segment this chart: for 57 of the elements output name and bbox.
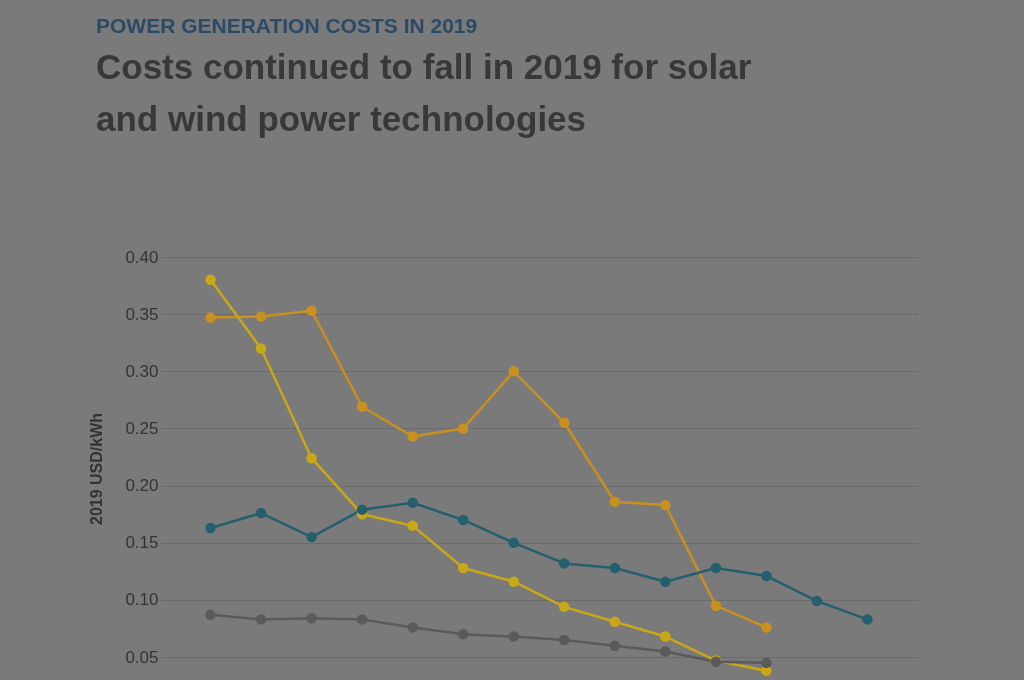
point (508, 366, 519, 377)
point (559, 558, 570, 569)
point (862, 614, 873, 625)
point (356, 614, 368, 625)
point (660, 499, 671, 511)
point (609, 640, 621, 651)
y-tick-label: 0.10 (125, 590, 159, 610)
point (609, 496, 621, 507)
point (306, 531, 317, 543)
point (457, 562, 469, 574)
y-tick-label: 0.20 (125, 476, 159, 496)
point (710, 562, 722, 574)
point (356, 401, 368, 412)
point (660, 631, 671, 642)
point (457, 423, 469, 434)
point (306, 452, 317, 464)
point (609, 562, 621, 574)
point (559, 601, 570, 613)
point (559, 634, 570, 646)
point (457, 514, 469, 526)
point (407, 431, 418, 442)
point (609, 616, 621, 627)
point (457, 629, 469, 640)
point (255, 311, 267, 322)
point (811, 595, 823, 607)
y-tick-label: 0.05 (125, 647, 159, 667)
point (356, 504, 368, 515)
point (407, 497, 418, 509)
point (205, 312, 216, 323)
y-tick-label: 0.40 (125, 247, 159, 267)
point (407, 622, 418, 633)
point (205, 522, 216, 534)
point (660, 646, 671, 657)
y-tick-label: 0.15 (125, 533, 159, 553)
y-tick-label: 0.35 (125, 304, 159, 324)
y-tick-label: 0.25 (125, 418, 159, 438)
point (205, 609, 216, 621)
point (508, 631, 519, 642)
point (761, 657, 772, 669)
y-axis-title: 2019 USD/kWh (88, 412, 106, 526)
point (761, 570, 772, 582)
chart-subtitle: POWER GENERATION COSTS IN 2019 (96, 14, 478, 37)
point (508, 576, 519, 587)
point (660, 576, 671, 587)
point (761, 622, 772, 633)
y-tick-label: 0.30 (125, 361, 159, 381)
point (407, 520, 418, 531)
chart-title: Costs continued to fall in 2019 for solar and wind power technologies (96, 47, 752, 138)
point (306, 305, 317, 316)
point (306, 613, 317, 624)
point (508, 537, 519, 549)
point (255, 343, 267, 354)
point (255, 614, 267, 625)
point (205, 274, 216, 286)
point (559, 417, 570, 428)
point (255, 507, 267, 519)
point (710, 600, 722, 611)
